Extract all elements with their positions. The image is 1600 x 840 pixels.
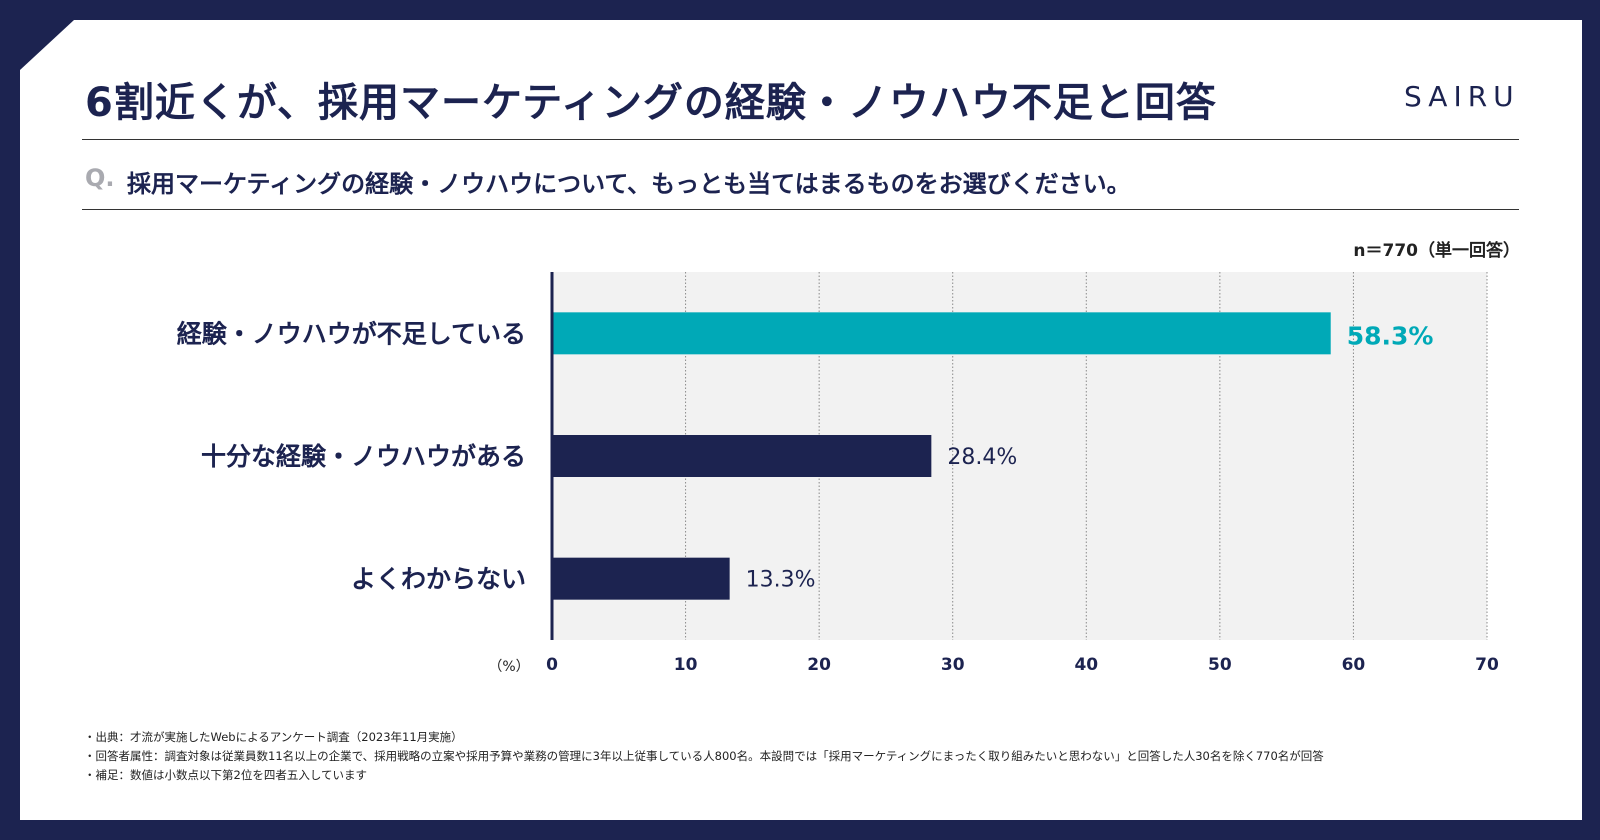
x-tick-label-50: 50 [1208,655,1232,675]
question-mark: Q. [85,164,115,192]
question-divider [82,209,1519,210]
value-label-2: 13.3% [746,568,816,593]
category-label-2: よくわからない [351,565,526,594]
x-tick-label-70: 70 [1475,655,1499,675]
x-tick-label-40: 40 [1074,655,1098,675]
title-divider [82,139,1519,140]
footnote-source: ・出典：才流が実施したWebによるアンケート調査（2023年11月実施） [84,730,463,744]
bar-chart: 0 10 20 30 40 50 60 70 （%） 58.3% 経験・ノウハウが不足している 28.… [177,272,1499,675]
x-tick-label-20: 20 [807,655,831,675]
bar-1 [552,435,932,477]
x-axis-unit-label: （%） [488,659,529,675]
page-title: 6割近くが、採用マーケティングの経験・ノウハウ不足と回答 [85,80,1217,126]
sample-size-label: n＝770（単一回答） [1353,241,1520,261]
value-label-1: 28.4% [947,445,1017,470]
value-label-0: 58.3% [1347,321,1434,350]
brand-logo: SAIRU [1404,80,1520,113]
bar-0 [552,312,1331,355]
x-tick-label-30: 30 [941,655,965,675]
x-tick-label-60: 60 [1342,655,1366,675]
category-label-0: 経験・ノウハウが不足している [177,319,526,348]
footnote-rounding: ・補足：数値は小数点以下第2位を四者五入しています [84,768,367,782]
x-tick-label-0: 0 [546,655,558,675]
footnote-respondents: ・回答者属性：調査対象は従業員数11名以上の企業で、採用戦略の立案や採用予算や業… [84,749,1324,763]
x-tick-label-10: 10 [674,655,698,675]
category-label-1: 十分な経験・ノウハウがある [201,442,526,471]
footnotes: ・出典：才流が実施したWebによるアンケート調査（2023年11月実施） ・回答… [84,728,1324,785]
question-text: 採用マーケティングの経験・ノウハウについて、もっとも当てはまるものをお選びくださ… [127,170,1131,198]
bar-2 [552,557,730,600]
